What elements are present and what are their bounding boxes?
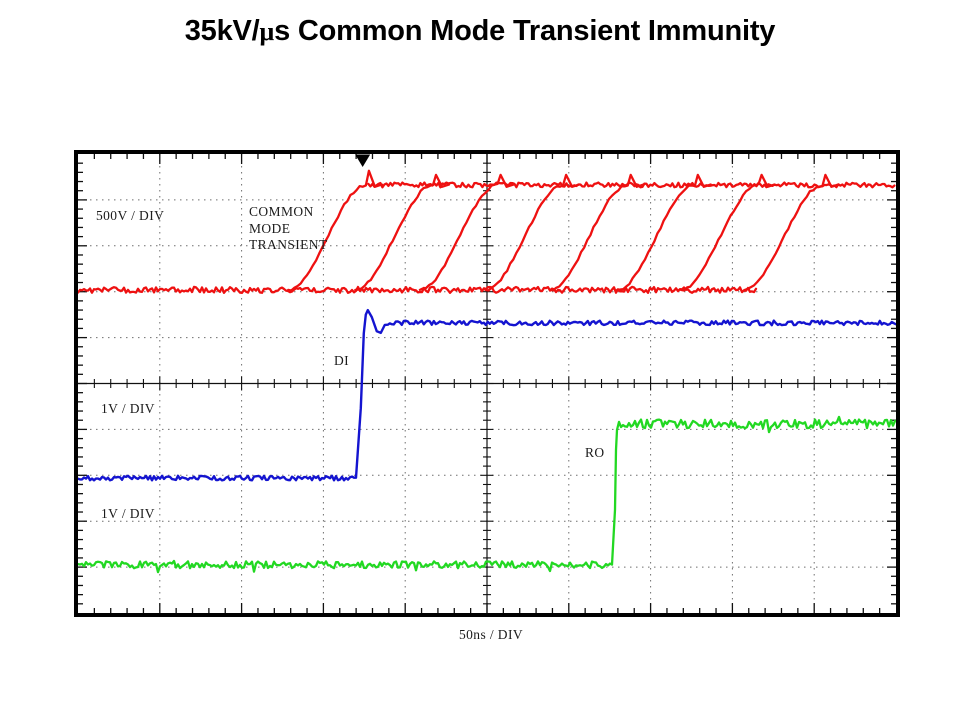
- label-cmt-line3: TRANSIENT: [249, 237, 328, 252]
- label-common-mode-transient: COMMON MODE TRANSIENT: [249, 204, 328, 254]
- page-title: 35kV/μs Common Mode Transient Immunity: [0, 15, 960, 48]
- time-scale-label: 50ns / DIV: [459, 627, 523, 642]
- title-prefix: 35kV/: [184, 15, 260, 47]
- label-cmt-line2: MODE: [249, 220, 291, 236]
- title-mu-symbol: μ: [259, 17, 275, 46]
- label-di-trace: DI: [334, 353, 350, 368]
- waveform-plot: [78, 154, 896, 613]
- label-di-vertical-scale: 1V / DIV: [101, 401, 155, 416]
- title-suffix: s Common Mode Transient Immunity: [274, 15, 776, 47]
- label-ro-trace: RO: [585, 445, 605, 460]
- oscilloscope-panel: 500V / DIV COMMON MODE TRANSIENT DI 1V /…: [74, 150, 900, 617]
- label-cmt-line1: COMMON: [249, 204, 314, 219]
- trigger-marker-icon: [355, 154, 371, 167]
- label-red-vertical-scale: 500V / DIV: [96, 208, 165, 223]
- label-ro-vertical-scale: 1V / DIV: [101, 506, 155, 521]
